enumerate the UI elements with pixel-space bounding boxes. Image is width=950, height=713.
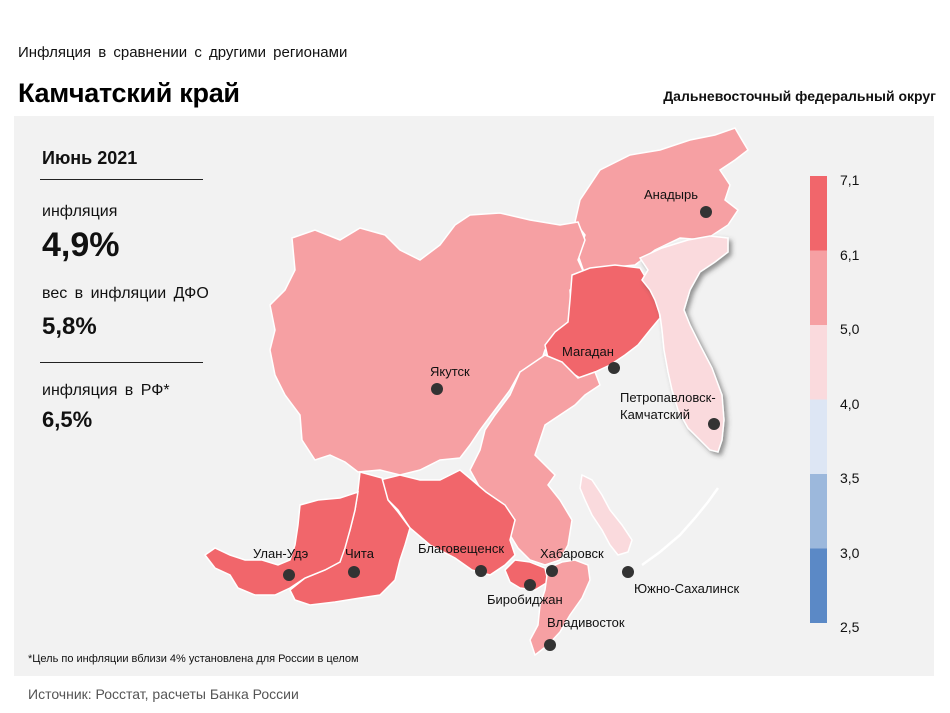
legend-label: 3,0 (840, 544, 860, 561)
district-name: Дальневосточный федеральный округ (663, 88, 936, 104)
city-label-chita: Чита (345, 546, 375, 561)
divider-bottom (40, 362, 203, 363)
legend-color-bar (810, 176, 827, 623)
inflation-label: инфляция (42, 203, 118, 220)
legend-segment (810, 399, 827, 474)
region-amur (378, 469, 516, 576)
region-primorye (529, 559, 591, 657)
city-marker-chita (348, 566, 360, 578)
kuril-islands (641, 487, 720, 567)
city-label-ulan-ude: Улан-Удэ (253, 546, 309, 561)
city-label-khabarovsk: Хабаровск (540, 546, 604, 561)
city-marker-anadyr (700, 206, 712, 218)
region-khabarovsk (469, 354, 601, 566)
footnote: *Цель по инфляции вблизи 4% установлена … (28, 653, 359, 665)
legend-label: 5,0 (840, 321, 860, 337)
legend-label: 4,0 (840, 395, 860, 412)
legend-label: 2,5 (840, 619, 860, 635)
divider-top (40, 179, 203, 180)
city-label-blagoveshchensk: Благовещенск (418, 541, 504, 556)
city-label-yuzhno: Южно-Сахалинск (634, 581, 739, 596)
legend-segment (810, 474, 827, 549)
region-yakutia (269, 212, 586, 476)
city-marker-magadan (608, 362, 620, 374)
city-marker-khabarovsk (546, 565, 558, 577)
weight-value: 5,8% (42, 313, 97, 340)
region-buryatia (203, 490, 359, 596)
city-marker-petropavlovsk (708, 418, 720, 430)
legend-segment (810, 250, 827, 325)
city-marker-blagoveshchensk (475, 565, 487, 577)
legend-label: 7,1 (840, 172, 860, 188)
weight-label: вес в инфляции ДФО (42, 285, 209, 302)
region-title: Камчатский край (18, 78, 240, 108)
city-marker-birobidzhan (524, 579, 536, 591)
city-label-yakutsk: Якутск (430, 364, 470, 379)
legend-segment (810, 176, 827, 251)
source-note: Источник: Росстат, расчеты Банка России (28, 686, 299, 702)
city-marker-yuzhno (622, 566, 634, 578)
city-label-petropavlovsk-2: Камчатский (620, 407, 690, 422)
city-label-birobidzhan: Биробиджан (487, 592, 563, 607)
rf-inflation-value: 6,5% (42, 407, 93, 432)
city-marker-yakutsk (431, 383, 443, 395)
city-marker-ulan-ude (283, 569, 295, 581)
city-marker-vladivostok (544, 639, 556, 651)
city-label-magadan: Магадан (562, 344, 614, 359)
chart-subtitle: Инфляция в сравнении с другими регионами (18, 44, 348, 61)
legend-label: 3,5 (840, 470, 860, 486)
city-label-petropavlovsk-1: Петропавловск- (620, 390, 716, 405)
inflation-value: 4,9% (42, 226, 120, 264)
legend-segment (810, 548, 827, 623)
legend-label: 6,1 (840, 246, 860, 263)
city-label-anadyr: Анадырь (644, 187, 698, 202)
region-sakhalin (579, 473, 633, 556)
city-label-vladivostok: Владивосток (547, 615, 625, 630)
legend-segment (810, 325, 827, 400)
region-kamchatka (638, 235, 729, 453)
rf-inflation-label: инфляция в РФ* (42, 382, 170, 399)
period-label: Июнь 2021 (42, 148, 138, 168)
